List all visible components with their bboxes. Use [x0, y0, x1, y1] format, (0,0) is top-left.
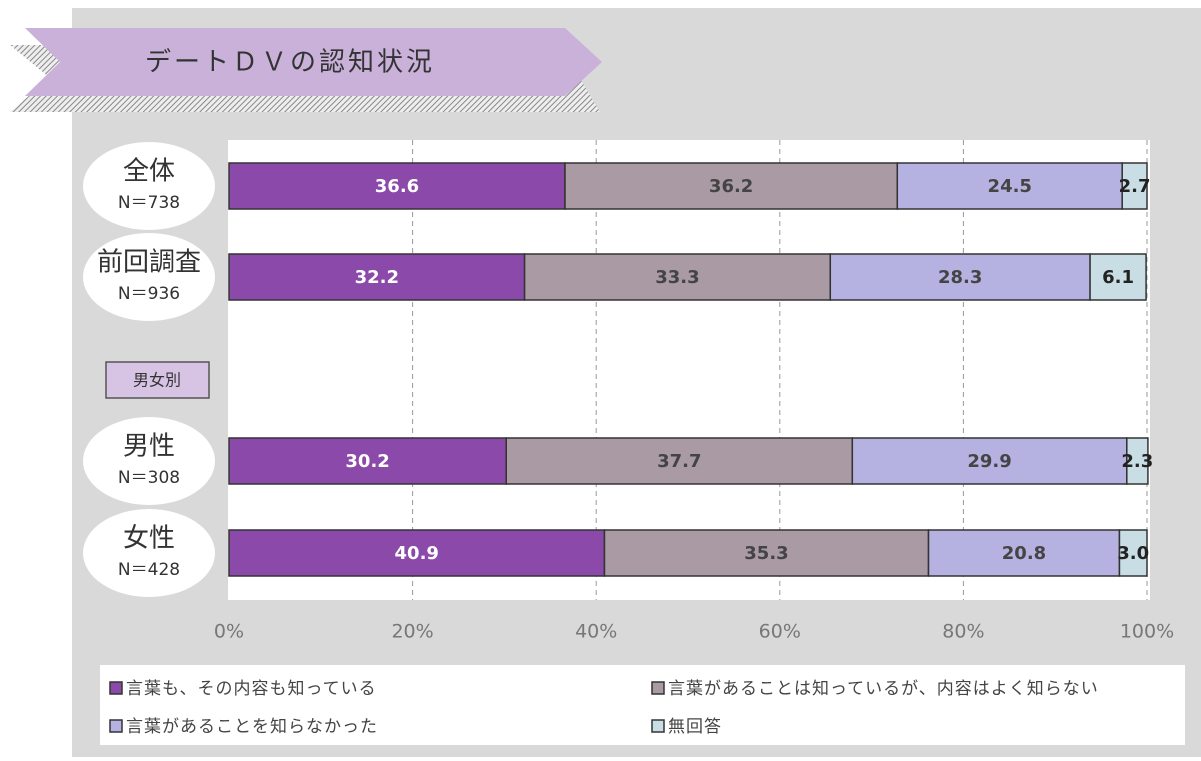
data-label: 3.0 [1117, 543, 1149, 564]
x-tick-label: 20% [391, 621, 433, 643]
category-label: 前回調査 [97, 248, 201, 278]
sample-size: N＝428 [118, 560, 180, 580]
data-label: 37.7 [657, 451, 701, 472]
legend-label: 言葉も、その内容も知っている [126, 679, 377, 699]
data-label: 32.2 [355, 267, 399, 288]
x-tick-label: 60% [759, 621, 801, 643]
x-tick-label: 0% [214, 621, 244, 643]
bar-segment [228, 529, 606, 577]
chart-title: デートＤＶの認知状況 [145, 48, 435, 78]
category-ellipse [83, 233, 215, 321]
bar-segment [1118, 529, 1148, 577]
data-label: 20.8 [1002, 543, 1046, 564]
bar-segment [505, 437, 854, 485]
category-label: 女性 [123, 524, 175, 554]
x-tick-label: 80% [942, 621, 984, 643]
data-label: 36.2 [709, 176, 753, 197]
legend-label: 言葉があることを知らなかった [126, 717, 378, 737]
group-label-box [105, 361, 210, 399]
bar-segment [523, 253, 832, 301]
data-label: 28.3 [938, 267, 982, 288]
category-ellipse [83, 509, 215, 597]
bar-segment [228, 253, 526, 301]
legend-swatch [109, 719, 123, 733]
data-label: 33.3 [655, 267, 699, 288]
plot-area [228, 140, 1150, 600]
data-label: 35.3 [744, 543, 788, 564]
bar-segment [603, 529, 930, 577]
data-label: 36.6 [375, 176, 419, 197]
data-label: 30.2 [345, 451, 389, 472]
legend-swatch [109, 681, 123, 695]
data-label: 6.1 [1102, 267, 1134, 288]
bar-segment [1089, 253, 1147, 301]
bar-segment [564, 162, 899, 210]
legend-swatch [651, 719, 665, 733]
data-label: 2.3 [1121, 451, 1153, 472]
legend-label: 言葉があることは知っているが、内容はよく知らない [668, 679, 1099, 699]
bar-segment [829, 253, 1091, 301]
category-ellipse [83, 417, 215, 505]
data-label: 29.9 [967, 451, 1011, 472]
bar-segment [228, 437, 507, 485]
category-label: 男性 [123, 432, 175, 462]
bar-segment [228, 162, 566, 210]
bar-segment [1121, 162, 1148, 210]
bar-segment [896, 162, 1123, 210]
legend-swatch [651, 681, 665, 695]
sample-size: N＝738 [118, 193, 180, 213]
sample-size: N＝936 [118, 284, 180, 304]
bar-segment [851, 437, 1128, 485]
category-ellipse [83, 142, 215, 230]
legend-label: 無回答 [668, 717, 722, 737]
x-tick-label: 40% [575, 621, 617, 643]
data-label: 24.5 [988, 176, 1032, 197]
group-label: 男女別 [133, 371, 181, 390]
data-label: 2.7 [1119, 176, 1151, 197]
bar-segment [927, 529, 1121, 577]
banner [25, 28, 602, 96]
legend-box [100, 665, 1185, 745]
bar-segment [1126, 437, 1149, 485]
sample-size: N＝308 [118, 468, 180, 488]
data-label: 40.9 [395, 543, 439, 564]
x-tick-label: 100% [1120, 621, 1174, 643]
category-label: 全体 [123, 157, 175, 187]
